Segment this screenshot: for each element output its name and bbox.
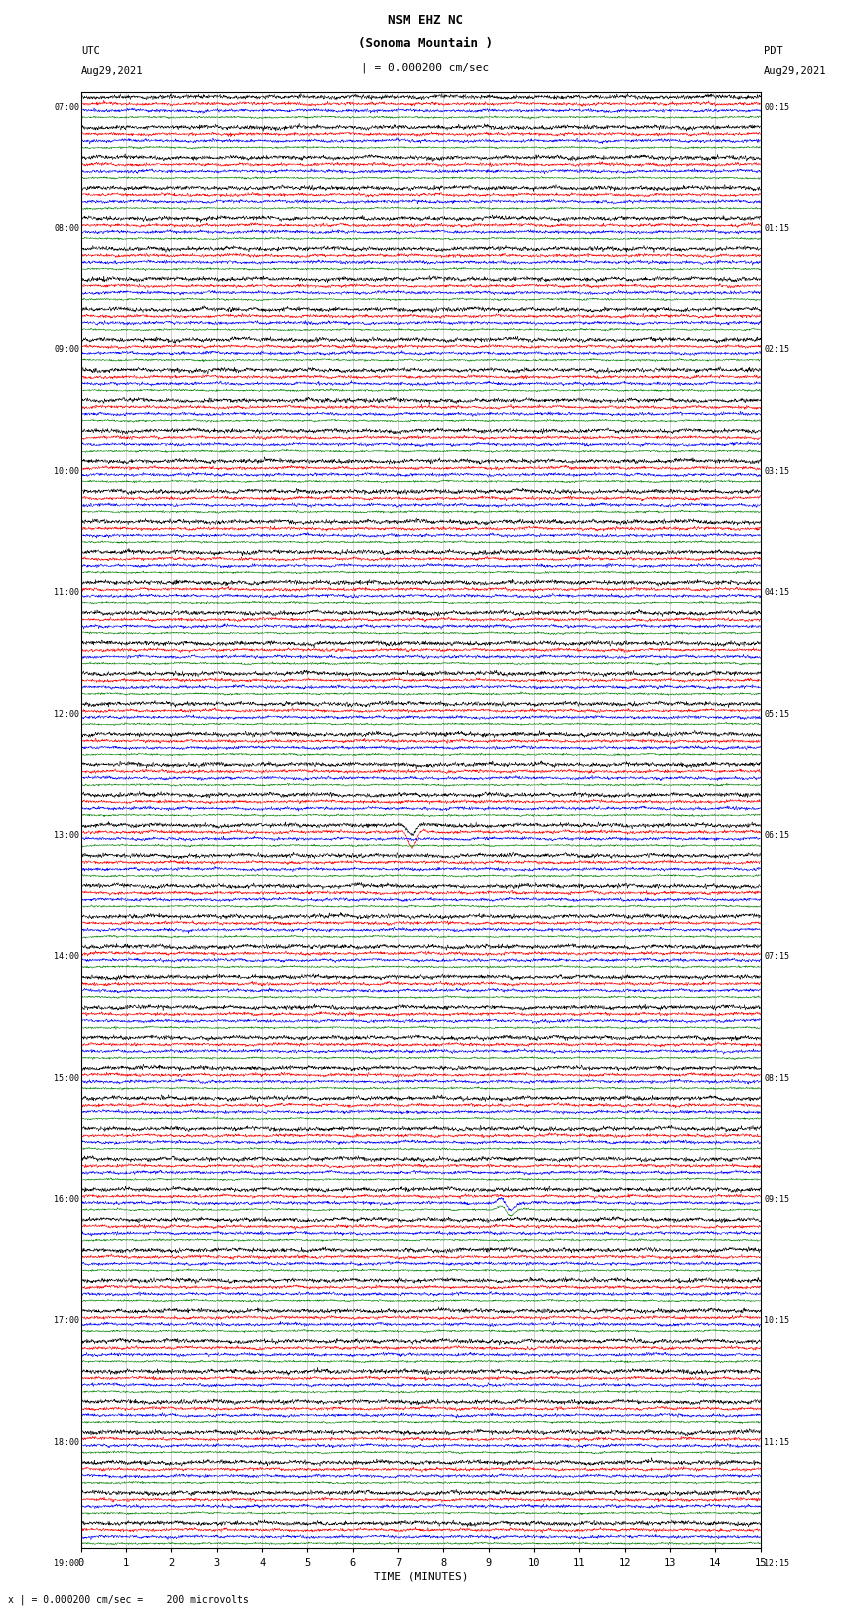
- Text: 17:00: 17:00: [54, 1316, 79, 1326]
- Text: Aug29,2021: Aug29,2021: [764, 66, 827, 76]
- Text: x | = 0.000200 cm/sec =    200 microvolts: x | = 0.000200 cm/sec = 200 microvolts: [8, 1594, 249, 1605]
- Text: 12:00: 12:00: [54, 710, 79, 718]
- Text: 13:00: 13:00: [54, 831, 79, 840]
- Text: 10:15: 10:15: [764, 1316, 789, 1326]
- Text: 01:15: 01:15: [764, 224, 789, 232]
- Text: 07:00: 07:00: [54, 103, 79, 111]
- Text: 00:15: 00:15: [764, 103, 789, 111]
- Text: PDT: PDT: [764, 47, 783, 56]
- Text: 16:00: 16:00: [54, 1195, 79, 1203]
- Text: Aug29,2021: Aug29,2021: [81, 66, 144, 76]
- Text: 11:15: 11:15: [764, 1437, 789, 1447]
- Text: 07:15: 07:15: [764, 952, 789, 961]
- Text: 03:15: 03:15: [764, 466, 789, 476]
- Text: 04:15: 04:15: [764, 589, 789, 597]
- Text: 05:15: 05:15: [764, 710, 789, 718]
- Text: (Sonoma Mountain ): (Sonoma Mountain ): [358, 37, 492, 50]
- Text: UTC: UTC: [81, 47, 99, 56]
- Text: 08:15: 08:15: [764, 1074, 789, 1082]
- Text: 18:00: 18:00: [54, 1437, 79, 1447]
- Text: 12:15: 12:15: [764, 1560, 789, 1568]
- Text: 09:00: 09:00: [54, 345, 79, 355]
- X-axis label: TIME (MINUTES): TIME (MINUTES): [373, 1571, 468, 1582]
- Text: 19:00: 19:00: [54, 1560, 79, 1568]
- Text: 06:15: 06:15: [764, 831, 789, 840]
- Text: 09:15: 09:15: [764, 1195, 789, 1203]
- Text: 14:00: 14:00: [54, 952, 79, 961]
- Text: | = 0.000200 cm/sec: | = 0.000200 cm/sec: [361, 61, 489, 73]
- Text: 08:00: 08:00: [54, 224, 79, 232]
- Text: 11:00: 11:00: [54, 589, 79, 597]
- Text: NSM EHZ NC: NSM EHZ NC: [388, 15, 462, 27]
- Text: 02:15: 02:15: [764, 345, 789, 355]
- Text: 15:00: 15:00: [54, 1074, 79, 1082]
- Text: 10:00: 10:00: [54, 466, 79, 476]
